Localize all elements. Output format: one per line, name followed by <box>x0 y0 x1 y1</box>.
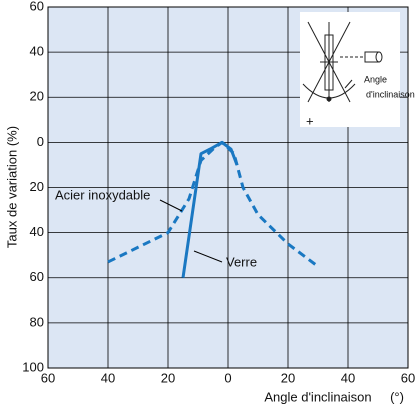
lines <box>107 140 319 278</box>
y-tick-label: 20 <box>30 179 44 194</box>
y-axis-label: Taux de variation (%) <box>4 126 19 248</box>
annotation-arrow <box>159 199 183 212</box>
inset-label: d'inclinaison <box>366 89 415 99</box>
inset-label: Angle <box>364 74 387 84</box>
y-tick-label: 40 <box>30 224 44 239</box>
series-line <box>181 140 239 278</box>
x-tick-label: 20 <box>161 370 175 385</box>
x-tick-label: 40 <box>101 370 115 385</box>
x-tick-label: 60 <box>41 370 55 385</box>
series-label: Acier inoxydable <box>55 187 150 202</box>
inset-diagram <box>300 12 400 127</box>
y-tick-label: 40 <box>30 44 44 59</box>
plot-border <box>47 6 409 369</box>
x-tick-label: 0 <box>224 370 231 385</box>
x-tick-label: 60 <box>401 370 415 385</box>
inset-label: + <box>306 113 314 128</box>
series-label: Verre <box>226 254 257 269</box>
x-axis-label: Angle d'inclinaison <box>264 389 371 404</box>
y-tick-label: 20 <box>30 89 44 104</box>
annotation-arrow <box>193 250 223 263</box>
y-tick-label: 60 <box>30 269 44 284</box>
y-tick-label: 0 <box>37 134 44 149</box>
x-tick-label: 20 <box>281 370 295 385</box>
x-tick-label: 40 <box>341 370 355 385</box>
y-tick-label: 100 <box>22 359 44 374</box>
y-tick-label: 80 <box>30 314 44 329</box>
x-axis-unit: (°) <box>390 389 404 404</box>
y-tick-label: 60 <box>30 0 44 13</box>
